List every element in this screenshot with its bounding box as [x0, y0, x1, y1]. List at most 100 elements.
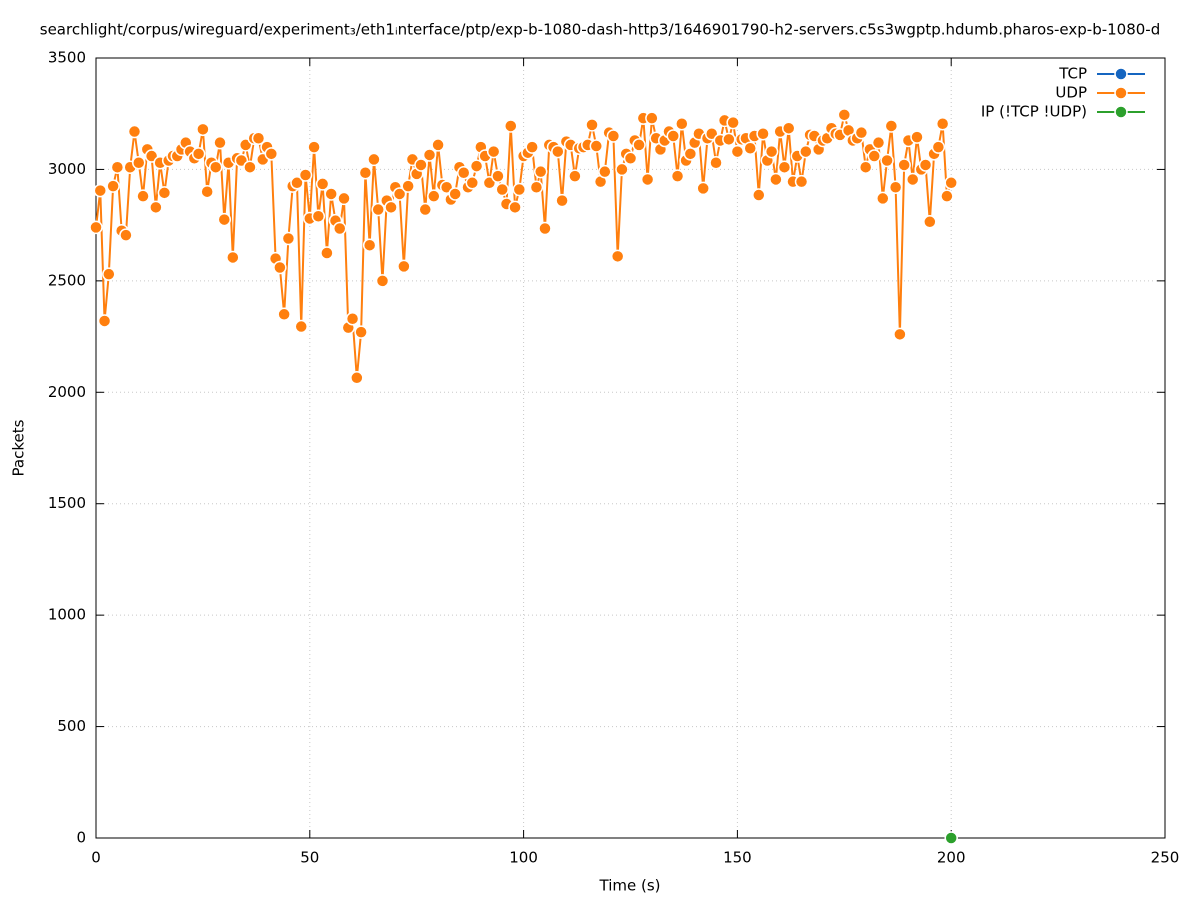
data-point [251, 131, 266, 145]
data-point [944, 831, 958, 845]
x-tick-label: 50 [300, 849, 319, 867]
data-point [311, 209, 326, 223]
data-point [97, 314, 112, 328]
data-point [486, 144, 501, 159]
data-point [132, 155, 146, 170]
data-point [157, 186, 172, 200]
data-point [294, 319, 308, 334]
data-point [217, 212, 232, 227]
data-point [876, 191, 890, 206]
data-point [910, 130, 924, 144]
data-point [867, 149, 881, 163]
x-tick-label: 150 [723, 849, 752, 867]
data-point [375, 274, 390, 288]
data-point [422, 148, 437, 162]
data-point [290, 176, 304, 190]
data-point [89, 220, 103, 235]
data-point [106, 179, 120, 193]
data-point [358, 166, 373, 180]
data-point [354, 325, 368, 339]
data-point [585, 118, 599, 132]
data-point [683, 147, 698, 161]
data-point [345, 311, 360, 326]
data-point [320, 246, 334, 260]
data-point [264, 147, 279, 161]
data-point [931, 140, 946, 154]
data-point [794, 174, 809, 189]
x-tick-label: 100 [509, 849, 538, 867]
y-tick-label: 2500 [48, 271, 86, 289]
data-point [935, 116, 950, 131]
data-point [529, 180, 544, 195]
data-point [854, 125, 869, 140]
data-point [495, 182, 509, 197]
data-point [273, 260, 287, 275]
data-point [538, 221, 552, 236]
data-point [371, 202, 385, 217]
data-point [888, 180, 903, 195]
data-point [880, 153, 894, 168]
data-point [332, 221, 347, 236]
data-point [837, 108, 852, 122]
plot-border [95, 57, 1166, 839]
y-tick-label: 500 [57, 717, 86, 735]
data-point [781, 121, 796, 135]
data-point [315, 177, 330, 191]
data-point [730, 144, 745, 159]
data-point [469, 159, 484, 173]
data-point [884, 119, 899, 133]
data-point [709, 155, 723, 170]
data-point [696, 181, 710, 196]
data-point [196, 122, 210, 137]
legend-label: TCP [1058, 65, 1087, 83]
data-point [675, 116, 689, 131]
data-point [119, 228, 133, 242]
data-point [858, 160, 873, 174]
data-point [504, 119, 518, 133]
data-point [350, 371, 364, 385]
data-point [551, 144, 565, 159]
data-point [307, 140, 321, 154]
data-point [752, 188, 766, 202]
x-axis-label: Time (s) [599, 877, 661, 895]
y-tick-label: 1500 [48, 494, 86, 512]
data-point [918, 158, 933, 172]
x-tick-label: 250 [1151, 849, 1180, 867]
data-point [456, 166, 471, 180]
data-point [226, 250, 240, 265]
data-point [243, 160, 257, 174]
data-point [362, 238, 377, 252]
y-tick-label: 0 [76, 829, 86, 847]
data-point [640, 172, 655, 187]
y-tick-label: 1000 [48, 606, 86, 624]
data-point [298, 168, 313, 182]
data-point [277, 307, 291, 322]
data-point [208, 160, 223, 174]
data-point [598, 164, 612, 179]
data-point [905, 172, 920, 187]
y-tick-label: 3000 [48, 160, 86, 178]
legend-marker [1114, 105, 1128, 119]
data-point [136, 189, 150, 203]
data-point [666, 129, 681, 143]
data-point [897, 158, 911, 172]
data-point [769, 172, 783, 187]
data-point [367, 152, 381, 167]
data-point [726, 115, 740, 130]
y-tick-label: 2000 [48, 383, 86, 401]
data-point [670, 169, 685, 183]
data-point [777, 160, 792, 174]
data-point [589, 139, 604, 153]
data-point [722, 132, 736, 147]
legend-marker [1114, 67, 1128, 81]
data-point [149, 200, 163, 215]
data-point [397, 259, 411, 274]
data-point [465, 176, 480, 190]
x-tick-label: 0 [91, 849, 101, 867]
data-point [127, 124, 142, 139]
legend-label: IP (!TCP !UDP) [981, 103, 1087, 121]
y-axis-label: Packets [10, 419, 28, 476]
data-point [568, 169, 582, 183]
